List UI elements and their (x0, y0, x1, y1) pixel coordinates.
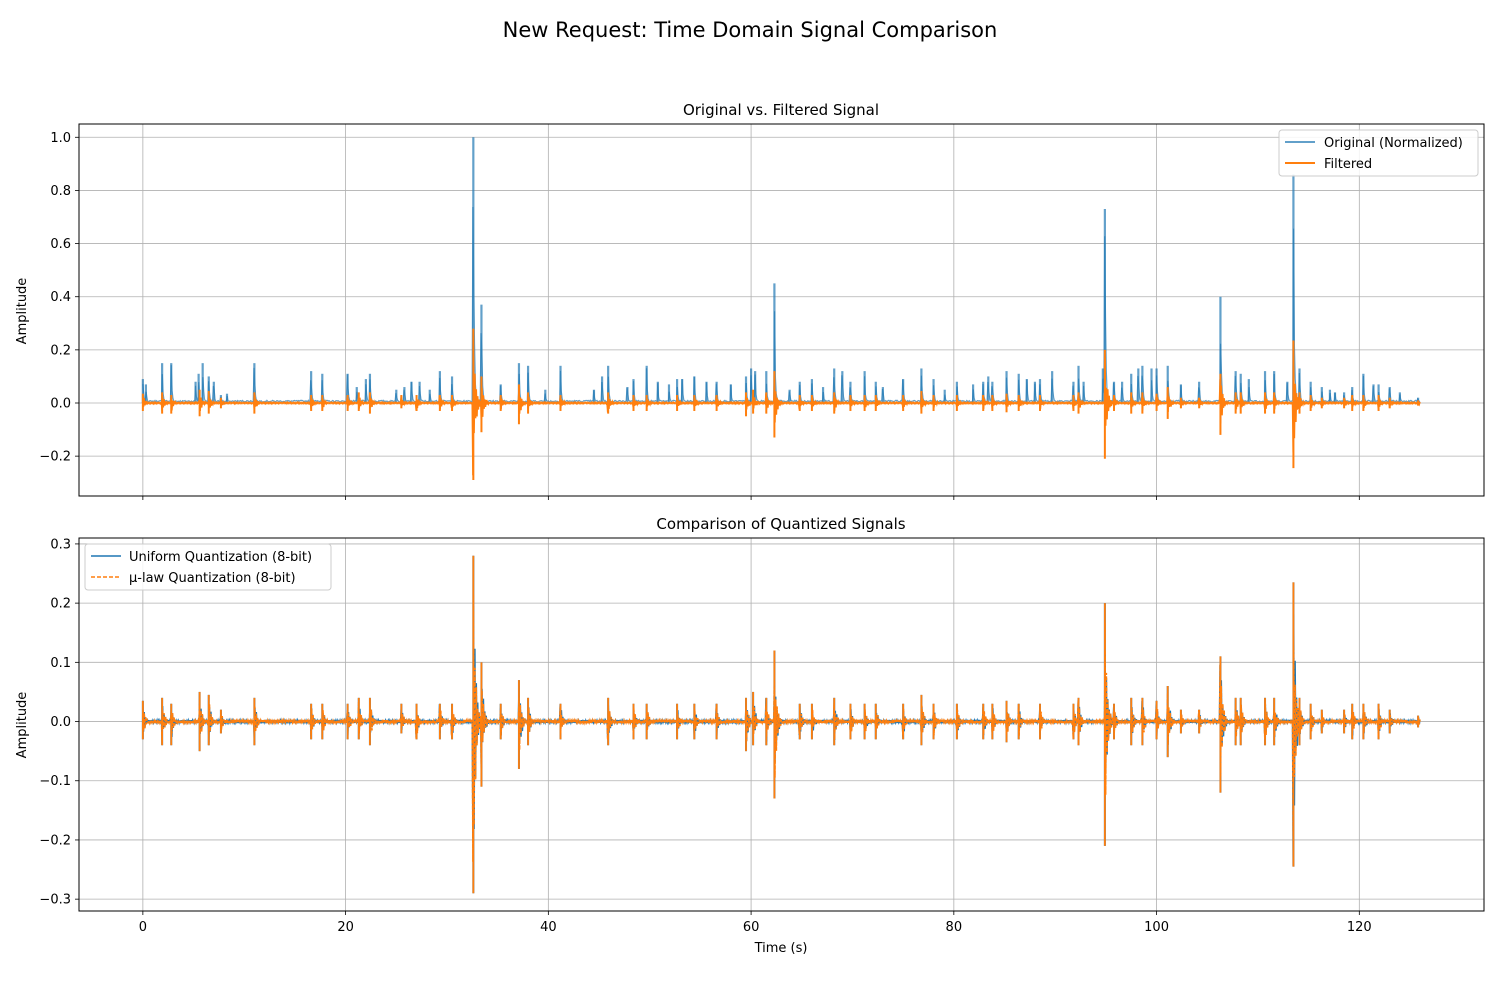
x-tick-label: 80 (946, 920, 963, 935)
y-tick-label: 0.0 (50, 715, 71, 730)
y-tick-label: 0.0 (50, 397, 71, 412)
axes-frame (78, 123, 1485, 497)
legend-label-original: Original (Normalized) (1324, 136, 1463, 151)
axes-title: Original vs. Filtered Signal (683, 101, 879, 119)
y-tick-label: 0.2 (50, 597, 71, 612)
y-tick-label: −0.2 (39, 450, 71, 465)
grid (79, 124, 1484, 496)
y-tick-label: 0.6 (50, 237, 71, 252)
y-tick-label: 0.4 (50, 290, 71, 305)
axes-frame (78, 537, 1485, 912)
legend-label-filtered: Filtered (1324, 157, 1372, 172)
series-layer (141, 555, 1421, 894)
y-tick-label: −0.1 (39, 774, 71, 789)
x-tick-label: 100 (1144, 920, 1169, 935)
series-line-filtered (142, 356, 1421, 476)
x-tick-label: 0 (139, 920, 147, 935)
axes-quantized-comparison: Comparison of Quantized Signals Amplitud… (15, 515, 1485, 956)
y-tick-label: 1.0 (50, 131, 71, 146)
axes-title: Comparison of Quantized Signals (656, 515, 905, 533)
legend-frame (1278, 129, 1479, 177)
x-tick-label: 60 (743, 920, 760, 935)
y-axis-label: Amplitude (15, 278, 30, 345)
y-tick-label: 0.8 (50, 184, 71, 199)
x-axis-label: Time (s) (754, 941, 808, 956)
y-tick-label: 0.3 (50, 537, 71, 552)
legend-label-uniform: Uniform Quantization (8-bit) (129, 550, 312, 565)
y-tick-label: −0.2 (39, 833, 71, 848)
y-tick-label: 0.1 (50, 656, 71, 671)
legend-label-mulaw: μ-law Quantization (8-bit) (129, 571, 296, 586)
x-tick-label: 40 (540, 920, 557, 935)
legend-frame (84, 543, 332, 591)
x-tick-label: 20 (337, 920, 354, 935)
legend: Original (Normalized) Filtered (1278, 129, 1479, 177)
y-axis-label: Amplitude (15, 692, 30, 759)
ticks: 0 20 40 60 80 100 120 −0.3 −0.2 −0.1 0.0 0.1 0.2 0.3 (39, 537, 1371, 935)
series-line-mulaw (142, 594, 1421, 862)
axes-original-vs-filtered: Original vs. Filtered Signal Amplitude −… (15, 101, 1485, 500)
legend: Uniform Quantization (8-bit) μ-law Quant… (84, 543, 332, 591)
y-tick-label: −0.3 (39, 893, 71, 908)
series-line-original (142, 206, 1421, 404)
y-tick-label: 0.2 (50, 343, 71, 358)
series-layer (141, 137, 1421, 481)
series-line-uniform (142, 605, 1421, 866)
figure-suptitle: New Request: Time Domain Signal Comparis… (503, 18, 998, 42)
ticks: −0.2 0.0 0.2 0.4 0.6 0.8 1.0 (39, 131, 1360, 500)
x-tick-label: 120 (1347, 920, 1372, 935)
